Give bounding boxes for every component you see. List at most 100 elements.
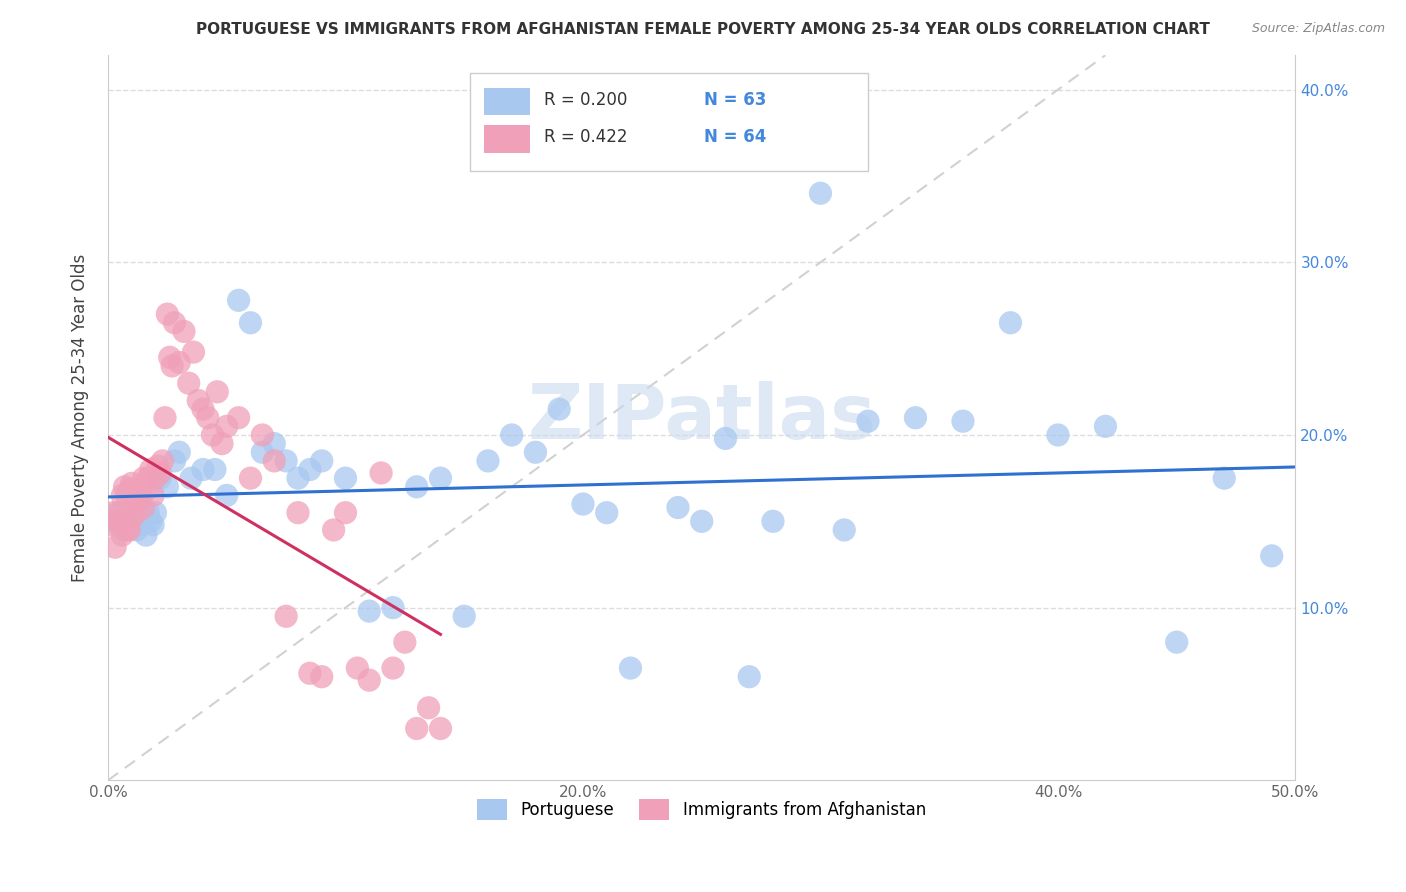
Text: R = 0.422: R = 0.422: [544, 128, 627, 146]
Point: [167, 445, 190, 459]
Point: [322, 523, 344, 537]
Point: [115, 506, 138, 520]
Point: [429, 471, 451, 485]
FancyBboxPatch shape: [485, 87, 530, 115]
Text: ZIPatlas: ZIPatlas: [527, 381, 876, 455]
Point: [180, 471, 202, 485]
Point: [311, 670, 333, 684]
Point: [156, 307, 179, 321]
Point: [163, 454, 186, 468]
Point: [118, 514, 141, 528]
Point: [191, 402, 214, 417]
Point: [1000, 316, 1022, 330]
Point: [501, 428, 523, 442]
Point: [132, 500, 155, 515]
Point: [121, 511, 143, 525]
Text: PORTUGUESE VS IMMIGRANTS FROM AFGHANISTAN FEMALE POVERTY AMONG 25-34 YEAR OLDS C: PORTUGUESE VS IMMIGRANTS FROM AFGHANISTA…: [195, 22, 1211, 37]
Point: [152, 454, 174, 468]
Point: [125, 483, 148, 498]
Point: [548, 402, 571, 417]
Point: [211, 436, 233, 450]
Point: [382, 600, 405, 615]
Y-axis label: Female Poverty Among 25-34 Year Olds: Female Poverty Among 25-34 Year Olds: [72, 253, 89, 582]
Point: [111, 511, 134, 525]
Point: [524, 445, 547, 459]
Point: [714, 432, 737, 446]
Legend: Portuguese, Immigrants from Afghanistan: Portuguese, Immigrants from Afghanistan: [471, 793, 932, 826]
Point: [177, 376, 200, 391]
Point: [201, 428, 224, 442]
Point: [138, 506, 160, 520]
Point: [418, 700, 440, 714]
Point: [810, 186, 832, 201]
Point: [135, 528, 157, 542]
Point: [252, 428, 274, 442]
Point: [215, 419, 238, 434]
Text: Source: ZipAtlas.com: Source: ZipAtlas.com: [1251, 22, 1385, 36]
Point: [121, 517, 143, 532]
Point: [187, 393, 209, 408]
Point: [115, 488, 138, 502]
Point: [167, 355, 190, 369]
Point: [107, 506, 129, 520]
FancyBboxPatch shape: [485, 126, 530, 153]
Point: [114, 517, 136, 532]
Point: [129, 480, 152, 494]
Point: [1046, 428, 1069, 442]
Point: [298, 462, 321, 476]
Point: [197, 410, 219, 425]
Point: [904, 410, 927, 425]
Point: [115, 523, 138, 537]
Point: [104, 540, 127, 554]
Point: [856, 414, 879, 428]
Text: R = 0.200: R = 0.200: [544, 91, 627, 109]
Point: [252, 445, 274, 459]
Point: [139, 514, 162, 528]
Point: [335, 506, 357, 520]
Point: [207, 384, 229, 399]
Point: [228, 293, 250, 308]
Point: [145, 506, 167, 520]
Point: [173, 325, 195, 339]
Point: [135, 483, 157, 498]
Point: [107, 514, 129, 528]
Point: [359, 604, 381, 618]
Point: [163, 316, 186, 330]
Text: N = 63: N = 63: [704, 91, 766, 109]
Point: [298, 666, 321, 681]
Point: [132, 506, 155, 520]
Point: [108, 517, 131, 532]
Point: [1213, 471, 1236, 485]
Point: [287, 471, 309, 485]
Point: [453, 609, 475, 624]
Point: [335, 471, 357, 485]
Point: [118, 483, 141, 498]
Point: [239, 471, 262, 485]
Point: [274, 609, 297, 624]
Point: [274, 454, 297, 468]
Point: [832, 523, 855, 537]
Point: [619, 661, 641, 675]
Point: [146, 458, 169, 473]
Point: [101, 506, 124, 520]
Point: [142, 517, 165, 532]
Point: [114, 523, 136, 537]
Point: [666, 500, 689, 515]
Point: [138, 471, 160, 485]
Point: [149, 471, 172, 485]
Point: [263, 436, 285, 450]
Point: [311, 454, 333, 468]
Point: [1166, 635, 1188, 649]
Point: [145, 471, 167, 485]
Point: [370, 466, 392, 480]
Point: [111, 528, 134, 542]
Point: [122, 511, 145, 525]
Point: [111, 488, 134, 502]
Point: [477, 454, 499, 468]
FancyBboxPatch shape: [470, 73, 868, 171]
Point: [239, 316, 262, 330]
Point: [139, 462, 162, 476]
Point: [263, 454, 285, 468]
Point: [183, 345, 205, 359]
Point: [738, 670, 761, 684]
